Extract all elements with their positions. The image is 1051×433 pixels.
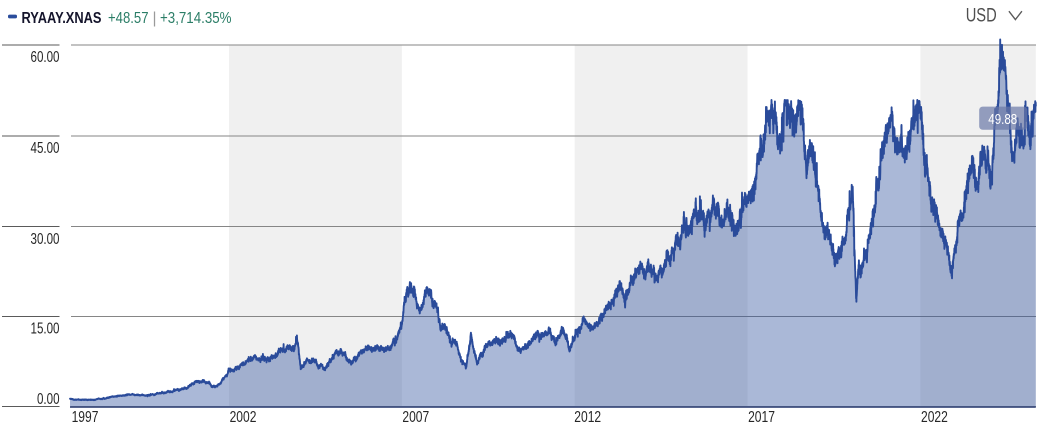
svg-text:2017: 2017 — [748, 409, 775, 426]
svg-text:45.00: 45.00 — [31, 140, 60, 157]
svg-text:|: | — [153, 10, 157, 27]
svg-text:+3,714.35%: +3,714.35% — [160, 10, 232, 27]
svg-text:+48.57: +48.57 — [108, 10, 149, 27]
svg-text:RYAAY.XNAS: RYAAY.XNAS — [22, 10, 102, 27]
svg-text:0.00: 0.00 — [37, 391, 60, 408]
svg-text:30.00: 30.00 — [31, 231, 60, 248]
svg-text:49.88: 49.88 — [988, 112, 1017, 128]
svg-text:15.00: 15.00 — [31, 321, 60, 338]
svg-text:2022: 2022 — [921, 409, 948, 426]
svg-text:USD: USD — [966, 5, 997, 26]
svg-text:1997: 1997 — [72, 409, 99, 426]
svg-text:60.00: 60.00 — [31, 49, 60, 66]
svg-text:2012: 2012 — [574, 409, 601, 426]
svg-text:2007: 2007 — [402, 409, 429, 426]
svg-text:2002: 2002 — [230, 409, 257, 426]
